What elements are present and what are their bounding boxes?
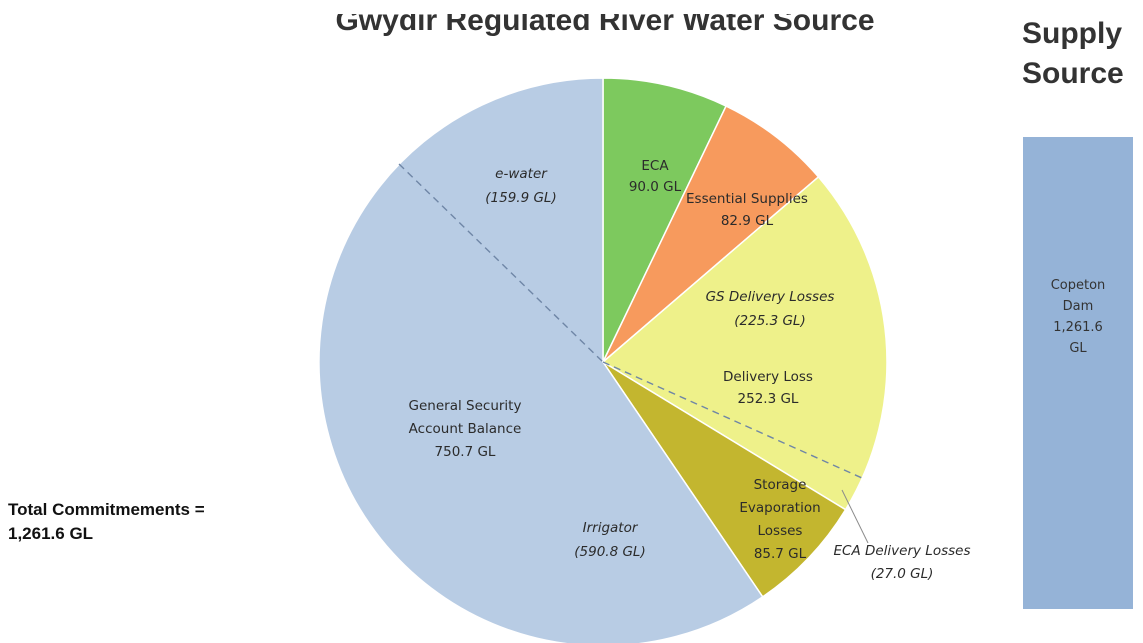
slice-label-storage-evaporation-1: Storage	[754, 477, 807, 493]
slice-label-storage-evaporation-2: Evaporation	[739, 500, 820, 516]
supply-bar-label-line-1: Copeton	[1050, 278, 1106, 293]
supply-source-title-line-2: Source	[1022, 57, 1124, 90]
supply-bar-label-line-3: 1,261.6	[1053, 320, 1103, 335]
supply-bar-label-line-4: GL	[1069, 341, 1087, 356]
slice-label-delivery-loss: Delivery Loss	[723, 369, 813, 385]
slice-value-delivery-loss: 252.3 GL	[738, 391, 799, 407]
supply-source-title-line-1: Supply	[1022, 17, 1123, 50]
pie-slice-eca	[602, 77, 728, 363]
title-crop	[230, 0, 980, 14]
total-commitments: Total Commitmements = 1,261.6 GL	[8, 498, 205, 546]
annotation-gs-delivery-losses-value: (225.3 GL)	[734, 313, 805, 329]
supply-bar-label: Copeton Dam 1,261.6 GL	[1023, 275, 1133, 359]
slice-value-eca: 90.0 GL	[629, 179, 682, 195]
pie-slice-storage-evaporation-losses	[602, 361, 847, 598]
total-commitments-line-2: 1,261.6 GL	[8, 524, 94, 543]
slice-label-general-security-2: Account Balance	[409, 421, 522, 437]
supply-source-title: Supply Source	[1022, 14, 1143, 94]
slice-value-storage-evaporation: 85.7 GL	[754, 546, 807, 562]
pie-slice-essential-supplies	[602, 105, 820, 363]
slice-value-general-security: 750.7 GL	[435, 444, 496, 460]
annotation-irrigator-value: (590.8 GL)	[574, 544, 645, 560]
annotation-irrigator: Irrigator	[583, 520, 639, 536]
annotation-eca-delivery-losses-value: (27.0 GL)	[871, 566, 934, 582]
supply-bar-copeton-dam: Copeton Dam 1,261.6 GL	[1023, 137, 1133, 609]
annotation-e-water-value: (159.9 GL)	[485, 190, 556, 206]
annotation-eca-delivery-losses: ECA Delivery Losses	[834, 543, 971, 559]
pie-slice-delivery-loss	[601, 175, 888, 511]
supply-bar-label-line-2: Dam	[1062, 299, 1094, 314]
slice-label-eca: ECA	[641, 158, 669, 174]
slice-value-essential-supplies: 82.9 GL	[721, 213, 774, 229]
eca-delivery-leader-line	[841, 489, 869, 544]
pie-slice-general-security-account-balance	[318, 77, 764, 643]
slice-label-general-security-1: General Security	[409, 398, 522, 414]
annotation-e-water: e-water	[495, 166, 548, 182]
chart-title: Gwydir Regulated River Water Source	[230, 0, 980, 48]
annotation-gs-delivery-losses: GS Delivery Losses	[706, 289, 835, 305]
slice-label-storage-evaporation-3: Losses	[758, 523, 803, 539]
pie-slices	[318, 77, 888, 643]
slice-label-essential-supplies: Essential Supplies	[686, 191, 808, 207]
total-commitments-line-1: Total Commitmements =	[8, 500, 205, 519]
